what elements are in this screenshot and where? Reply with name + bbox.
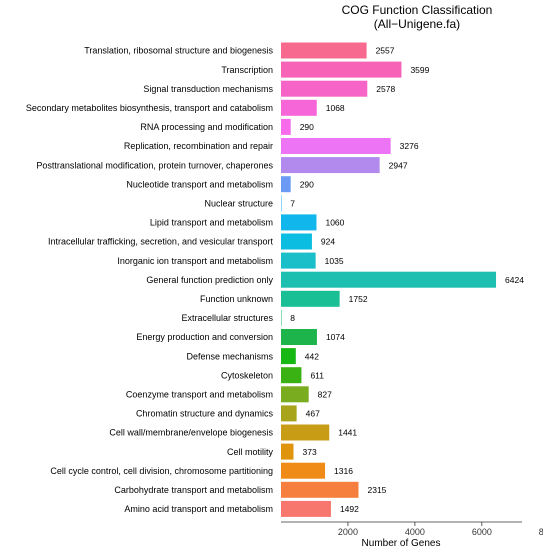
category-label: Amino acid transport and metabolism: [124, 504, 273, 514]
bar: [281, 80, 368, 97]
category-label: Cell cycle control, cell division, chrom…: [50, 466, 273, 476]
category-label: Coenzyme transport and metabolism: [126, 390, 273, 400]
bar: [281, 424, 330, 441]
bar: [281, 252, 316, 269]
value-label: 2315: [367, 485, 386, 495]
value-label: 1441: [338, 428, 357, 438]
value-label: 1492: [340, 504, 359, 514]
bar: [281, 290, 340, 307]
category-label: Transcription: [221, 65, 273, 75]
category-label: Function unknown: [200, 294, 273, 304]
value-label: 1060: [325, 218, 344, 228]
value-label: 3599: [410, 65, 429, 75]
category-label: Secondary metabolites biosynthesis, tran…: [26, 103, 273, 113]
x-tick-label: 6000: [472, 527, 492, 537]
category-label: Cell motility: [227, 447, 274, 457]
value-label: 7: [290, 199, 295, 209]
value-label: 1068: [326, 103, 345, 113]
value-label: 8: [290, 313, 295, 323]
category-label: Nuclear structure: [204, 199, 273, 209]
value-label: 1035: [325, 256, 344, 266]
value-label: 6424: [505, 275, 524, 285]
category-label: Lipid transport and metabolism: [150, 218, 273, 228]
value-label: 2947: [389, 160, 408, 170]
category-label: Extracellular structures: [181, 313, 273, 323]
bar: [281, 443, 294, 460]
value-label: 290: [300, 179, 314, 189]
category-label: Cell wall/membrane/envelope biogenesis: [109, 428, 273, 438]
bar: [281, 61, 402, 78]
value-label: 3276: [400, 141, 419, 151]
category-label: Chromatin structure and dynamics: [136, 409, 274, 419]
bars-layer: [281, 42, 497, 517]
bar: [281, 500, 331, 517]
category-label: Nucleotide transport and metabolism: [126, 179, 273, 189]
category-label: Carbohydrate transport and metabolism: [114, 485, 273, 495]
value-label: 827: [318, 390, 332, 400]
x-tick-label: 4000: [405, 527, 425, 537]
bar: [281, 99, 317, 116]
bar: [281, 233, 312, 250]
bar: [281, 309, 282, 326]
bar: [281, 329, 317, 345]
category-label: Defense mechanisms: [186, 351, 273, 361]
value-label: 442: [305, 351, 319, 361]
bar: [281, 214, 317, 231]
chart-subtitle: (All−Unigene.fa): [374, 17, 460, 31]
category-label: Posttranslational modification, protein …: [36, 160, 273, 170]
category-label: Cytoskeleton: [221, 370, 273, 380]
value-label: 1074: [326, 332, 345, 342]
value-label: 1752: [349, 294, 368, 304]
value-label: 2557: [376, 46, 395, 56]
bar: [281, 118, 291, 135]
category-labels: Translation, ribosomal structure and bio…: [26, 46, 274, 514]
value-label: 924: [321, 237, 335, 247]
category-label: Inorganic ion transport and metabolism: [117, 256, 273, 266]
value-label: 1316: [334, 466, 353, 476]
chart-title: COG Function Classification: [342, 3, 493, 17]
category-label: Signal transduction mechanisms: [143, 84, 273, 94]
bar: [281, 42, 367, 59]
value-label: 611: [310, 370, 324, 380]
category-label: General function prediction only: [146, 275, 273, 285]
bar: [281, 367, 302, 384]
bar: [281, 138, 391, 154]
category-label: Replication, recombination and repair: [124, 141, 273, 151]
category-label: Energy production and conversion: [136, 332, 273, 342]
value-label: 373: [302, 447, 316, 457]
bar: [281, 157, 380, 174]
bar: [281, 348, 296, 365]
category-label: Intracellular trafficking, secretion, an…: [48, 237, 273, 247]
bar: [281, 481, 359, 498]
x-axis: 2000 4000 6000 8000: [281, 521, 543, 537]
bar: [281, 386, 309, 403]
bar: [281, 271, 497, 288]
category-label: Translation, ribosomal structure and bio…: [84, 46, 273, 56]
value-label: 467: [306, 409, 320, 419]
value-labels: 2557 3599 2578 1068 290 3276 2947 290 7 1060 924 10…: [290, 46, 524, 514]
x-tick-label: 2000: [338, 527, 358, 537]
bar: [281, 195, 282, 212]
x-tick-label: 8000: [539, 527, 543, 537]
x-axis-title: Number of Genes: [362, 538, 441, 549]
bar: [281, 176, 291, 193]
value-label: 2578: [376, 84, 395, 94]
category-label: RNA processing and modification: [140, 122, 273, 132]
bar: [281, 405, 297, 422]
value-label: 290: [300, 122, 314, 132]
bar: [281, 462, 326, 479]
